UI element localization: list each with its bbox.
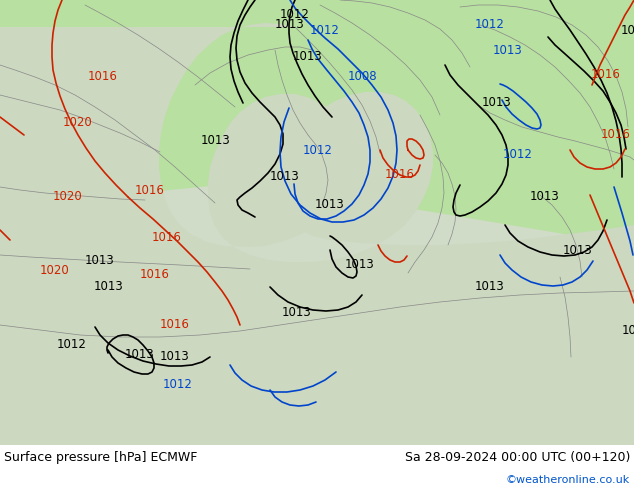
Text: 1013: 1013 — [160, 350, 190, 364]
Text: 1013: 1013 — [270, 171, 300, 183]
Text: Surface pressure [hPa] ECMWF: Surface pressure [hPa] ECMWF — [4, 451, 197, 464]
Text: 1013: 1013 — [621, 24, 634, 36]
Text: 1013: 1013 — [315, 198, 345, 212]
Text: 1013: 1013 — [345, 259, 375, 271]
Polygon shape — [0, 185, 634, 445]
Text: 1016: 1016 — [152, 230, 182, 244]
Text: 1012: 1012 — [310, 24, 340, 36]
Text: Sa 28-09-2024 00:00 UTC (00+120): Sa 28-09-2024 00:00 UTC (00+120) — [404, 451, 630, 464]
Text: 1012: 1012 — [163, 378, 193, 392]
Text: 1016: 1016 — [140, 269, 170, 281]
Text: 1013: 1013 — [563, 244, 593, 256]
Text: 1016: 1016 — [385, 169, 415, 181]
Text: 1016: 1016 — [160, 318, 190, 332]
Text: 1016: 1016 — [591, 69, 621, 81]
Text: 1013: 1013 — [201, 133, 231, 147]
Text: 1013: 1013 — [282, 307, 312, 319]
Text: 1013: 1013 — [125, 348, 155, 362]
Text: 1013: 1013 — [275, 19, 305, 31]
Text: 1020: 1020 — [63, 116, 93, 128]
Text: 1013: 1013 — [94, 280, 124, 294]
Text: 1013: 1013 — [85, 253, 115, 267]
Text: 1012: 1012 — [303, 145, 333, 157]
Text: ©weatheronline.co.uk: ©weatheronline.co.uk — [506, 475, 630, 485]
Text: 1013: 1013 — [530, 191, 560, 203]
Text: 1012: 1012 — [280, 8, 310, 22]
Text: 1016: 1016 — [135, 185, 165, 197]
Text: 1013: 1013 — [293, 50, 323, 64]
Text: 1012: 1012 — [475, 19, 505, 31]
Text: 1008: 1008 — [621, 324, 634, 338]
Text: 1020: 1020 — [40, 264, 70, 276]
Text: 1016: 1016 — [601, 128, 631, 142]
Text: 1020: 1020 — [53, 191, 83, 203]
Text: 1013: 1013 — [475, 280, 505, 294]
Text: 1013: 1013 — [493, 44, 523, 56]
Text: 1013: 1013 — [482, 97, 512, 109]
Polygon shape — [0, 23, 634, 445]
Text: 1012: 1012 — [57, 339, 87, 351]
Text: 1016: 1016 — [88, 71, 118, 83]
Text: 1012: 1012 — [503, 148, 533, 162]
Text: 1008: 1008 — [347, 71, 377, 83]
